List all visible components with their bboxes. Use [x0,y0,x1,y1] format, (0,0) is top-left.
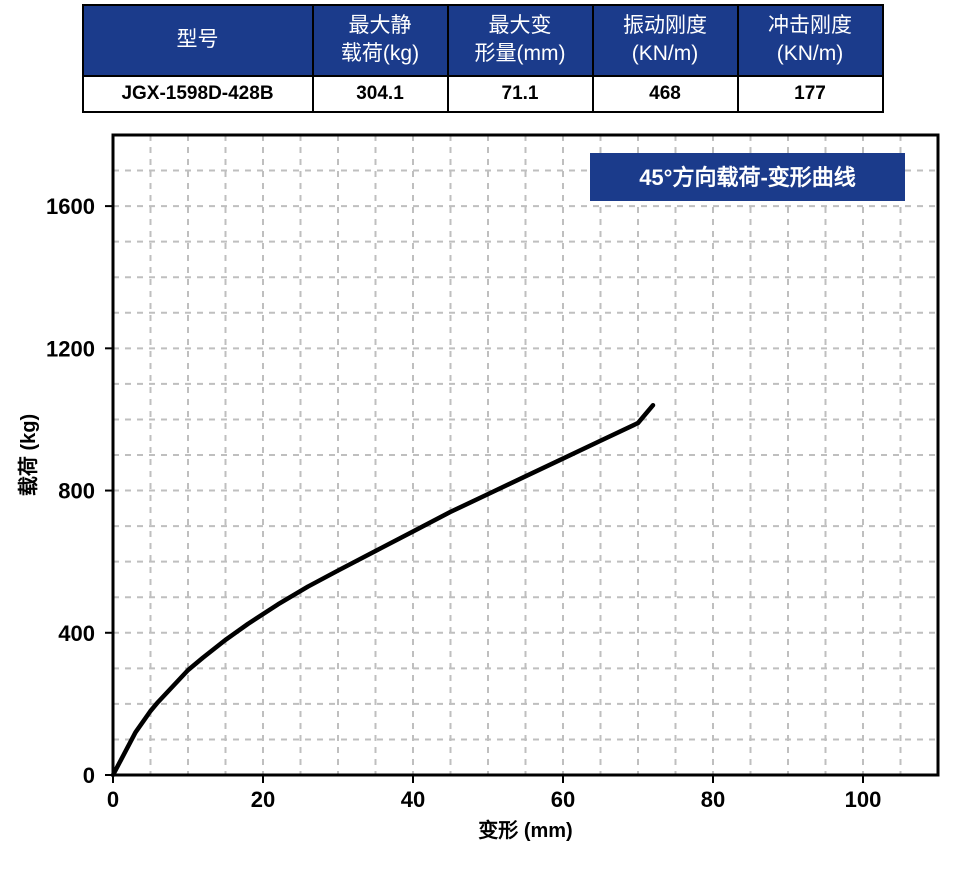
y-tick-label: 1600 [46,194,95,219]
x-tick-label: 0 [106,787,118,812]
y-tick-label: 1200 [46,336,95,361]
spec-table: 型号 最大静载荷(kg) 最大变形量(mm) 振动刚度(KN/m) 冲击刚度(K… [82,4,884,113]
chart-container: 45°方向载荷-变形曲线 0 20 40 60 80 100 0 400 800 1200 1600 变… [0,125,965,845]
col-header-max-static-load: 最大静载荷(kg) [313,5,448,76]
y-axis-label: 载荷 (kg) [16,414,40,496]
table-header-row: 型号 最大静载荷(kg) 最大变形量(mm) 振动刚度(KN/m) 冲击刚度(K… [83,5,883,76]
cell-max-static-load: 304.1 [313,76,448,112]
x-tick-label: 100 [844,787,881,812]
x-tick-label: 60 [550,787,574,812]
x-tick-label: 80 [700,787,724,812]
cell-model: JGX-1598D-428B [83,76,313,112]
y-tick-label: 0 [82,763,94,788]
cell-impact-stiffness: 177 [738,76,883,112]
col-header-impact-stiffness: 冲击刚度(KN/m) [738,5,883,76]
y-tick-label: 800 [58,478,95,503]
y-tick-label: 400 [58,620,95,645]
table-row: JGX-1598D-428B 304.1 71.1 468 177 [83,76,883,112]
x-tick-label: 20 [250,787,274,812]
x-tick-label: 40 [400,787,424,812]
col-header-max-deformation: 最大变形量(mm) [448,5,593,76]
x-axis-label: 变形 (mm) [478,818,572,842]
load-deformation-chart: 45°方向载荷-变形曲线 0 20 40 60 80 100 0 400 800 1200 1600 变… [8,125,958,845]
col-header-model: 型号 [83,5,313,76]
cell-vibration-stiffness: 468 [593,76,738,112]
cell-max-deformation: 71.1 [448,76,593,112]
chart-title-text: 45°方向载荷-变形曲线 [639,165,856,190]
col-header-vibration-stiffness: 振动刚度(KN/m) [593,5,738,76]
